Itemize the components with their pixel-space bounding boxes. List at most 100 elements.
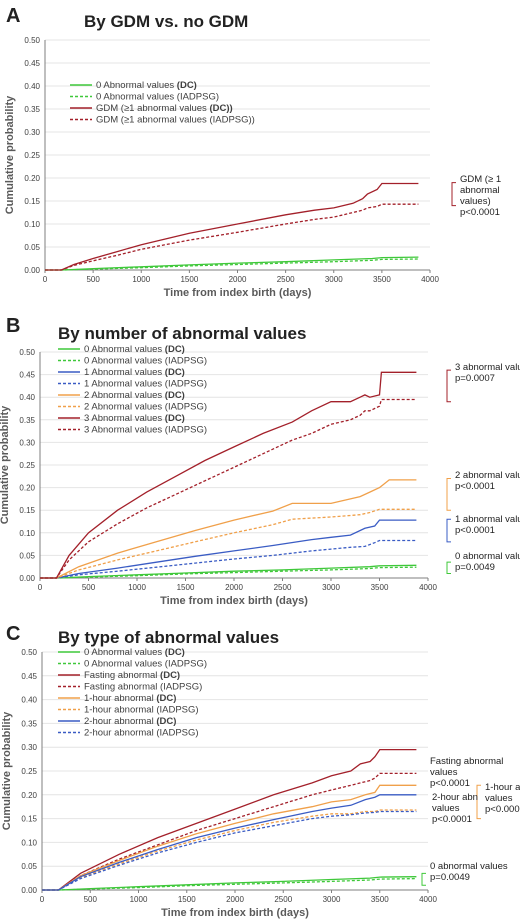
y-tick-label: 0.15 — [21, 815, 37, 824]
annotation-text: GDM (≥ 1 — [460, 174, 501, 185]
series-line-green-solid — [40, 564, 417, 579]
series-line-blue-dashed — [40, 539, 417, 579]
legend-bold: (DC) — [156, 716, 176, 727]
legend-bold: (DC)) — [209, 103, 232, 114]
y-tick-label: 0.10 — [19, 529, 35, 538]
legend-bold: (DC) — [156, 693, 176, 704]
legend-bold: (DC) — [165, 390, 185, 401]
annotation-text: 2 abnormal values — [455, 470, 520, 481]
x-tick-label: 500 — [84, 895, 98, 904]
annotation-text: p=0.0049 — [455, 562, 495, 573]
legend-bold: (DC) — [160, 670, 180, 681]
legend-entry: 0 Abnormal values (IADPSG) — [84, 659, 207, 670]
y-tick-label: 0.00 — [19, 574, 35, 583]
legend-text: 3 Abnormal values — [84, 413, 165, 424]
panel-letter: A — [6, 5, 20, 27]
y-tick-label: 0.20 — [21, 791, 37, 800]
series-line-red-dashed — [45, 203, 419, 271]
chart-title: By type of abnormal values — [58, 628, 279, 647]
panel-letter: B — [6, 315, 20, 337]
annotation-bracket — [446, 518, 451, 543]
series-line-orange-dashed — [40, 508, 417, 579]
x-tick-label: 3500 — [373, 275, 391, 284]
y-tick-label: 0.00 — [21, 886, 37, 895]
series-line-blue-solid — [40, 519, 417, 579]
y-tick-label: 0.05 — [21, 862, 37, 871]
annotation-text: 0 abnormal values — [455, 551, 520, 562]
legend-entry: 0 Abnormal values (DC) — [84, 344, 185, 355]
x-tick-label: 1000 — [128, 583, 146, 592]
legend-text: Fasting abnormal — [84, 670, 160, 681]
series-line-red-dashed — [40, 398, 417, 579]
legend-text: 3 Abnormal values (IADPSG) — [84, 425, 207, 436]
legend-entry: 2 Abnormal values (DC) — [84, 390, 185, 401]
x-tick-label: 3000 — [323, 895, 341, 904]
y-tick-label: 0.50 — [19, 348, 35, 357]
y-tick-label: 0.30 — [21, 743, 37, 752]
legend-text: GDM (≥1 abnormal values (IADPSG)) — [96, 115, 255, 126]
legend-text: 0 Abnormal values (IADPSG) — [96, 92, 219, 103]
y-tick-label: 0.30 — [24, 128, 40, 137]
annotation-text: values) — [460, 196, 491, 207]
y-tick-label: 0.20 — [19, 484, 35, 493]
annotation-bracket — [421, 872, 426, 886]
y-tick-label: 0.45 — [24, 59, 40, 68]
y-tick-label: 0.10 — [24, 220, 40, 229]
annotation-text: Fasting abnormal — [430, 756, 503, 767]
legend-text: 0 Abnormal values (IADPSG) — [84, 356, 207, 367]
y-tick-label: 0.10 — [21, 838, 37, 847]
legend-entry: Fasting abnormal (DC) — [84, 670, 180, 681]
legend-entry: 1 Abnormal values (DC) — [84, 367, 185, 378]
legend-text: 0 Abnormal values — [96, 80, 177, 91]
series-line-green-dashed — [45, 258, 419, 271]
legend-entry: 2-hour abnormal (DC) — [84, 716, 176, 727]
x-tick-label: 4000 — [421, 275, 439, 284]
annotation-text: p<0.0001 — [460, 207, 500, 218]
x-tick-label: 1000 — [132, 275, 150, 284]
y-tick-label: 0.25 — [24, 151, 40, 160]
chart-title: By GDM vs. no GDM — [84, 12, 248, 31]
annotation-text: p<0.0001 — [455, 525, 495, 536]
legend-text: 0 Abnormal values (IADPSG) — [84, 659, 207, 670]
annotation-bracket — [476, 784, 481, 820]
legend-text: GDM (≥1 abnormal values — [96, 103, 209, 114]
annotation-text: 3 abnormal values — [455, 362, 520, 373]
panel-letter: C — [6, 623, 20, 645]
legend-text: 1 Abnormal values (IADPSG) — [84, 379, 207, 390]
y-tick-label: 0.05 — [19, 551, 35, 560]
panel-c: C By type of abnormal values 0.00 0.05 0.10 0… — [1, 623, 520, 919]
legend-text: 0 Abnormal values — [84, 344, 165, 355]
x-tick-label: 4000 — [419, 583, 437, 592]
y-axis-label: Cumulative probability — [4, 95, 16, 214]
annotation-text: values — [430, 767, 458, 778]
annotation-text: p=0.0049 — [430, 872, 470, 883]
annotation-bracket — [451, 182, 456, 207]
y-tick-label: 0.15 — [24, 197, 40, 206]
y-tick-label: 0.40 — [19, 393, 35, 402]
legend-entry: GDM (≥1 abnormal values (DC)) — [96, 103, 233, 114]
x-tick-label: 2500 — [274, 583, 292, 592]
legend-entry: 0 Abnormal values (DC) — [84, 647, 185, 658]
series-line-red-solid — [42, 748, 417, 891]
x-tick-label: 2000 — [226, 895, 244, 904]
legend-entry: 2 Abnormal values (IADPSG) — [84, 402, 207, 413]
annotation-text: 0 abnormal values — [430, 861, 508, 872]
y-tick-label: 0.15 — [19, 506, 35, 515]
legend-text: 2 Abnormal values (IADPSG) — [84, 402, 207, 413]
legend-text: 2-hour abnormal — [84, 716, 156, 727]
legend-text: 1 Abnormal values — [84, 367, 165, 378]
x-tick-label: 0 — [38, 583, 43, 592]
legend-text: 2-hour abnormal (IADPSG) — [84, 728, 199, 739]
annotation-text: values — [485, 793, 513, 804]
x-tick-label: 3500 — [371, 583, 389, 592]
annotation-text: p<0.0001 — [432, 814, 472, 825]
series-line-red-dashed — [42, 772, 417, 891]
legend-bold: (DC) — [165, 413, 185, 424]
series-line-red-solid — [45, 182, 419, 271]
annotation-text: p<0.0001 — [485, 804, 520, 815]
y-tick-label: 0.35 — [24, 105, 40, 114]
annotation-bracket — [446, 478, 451, 511]
series-line-blue-dashed — [42, 810, 417, 891]
x-tick-label: 0 — [43, 275, 48, 284]
y-tick-label: 0.30 — [19, 438, 35, 447]
